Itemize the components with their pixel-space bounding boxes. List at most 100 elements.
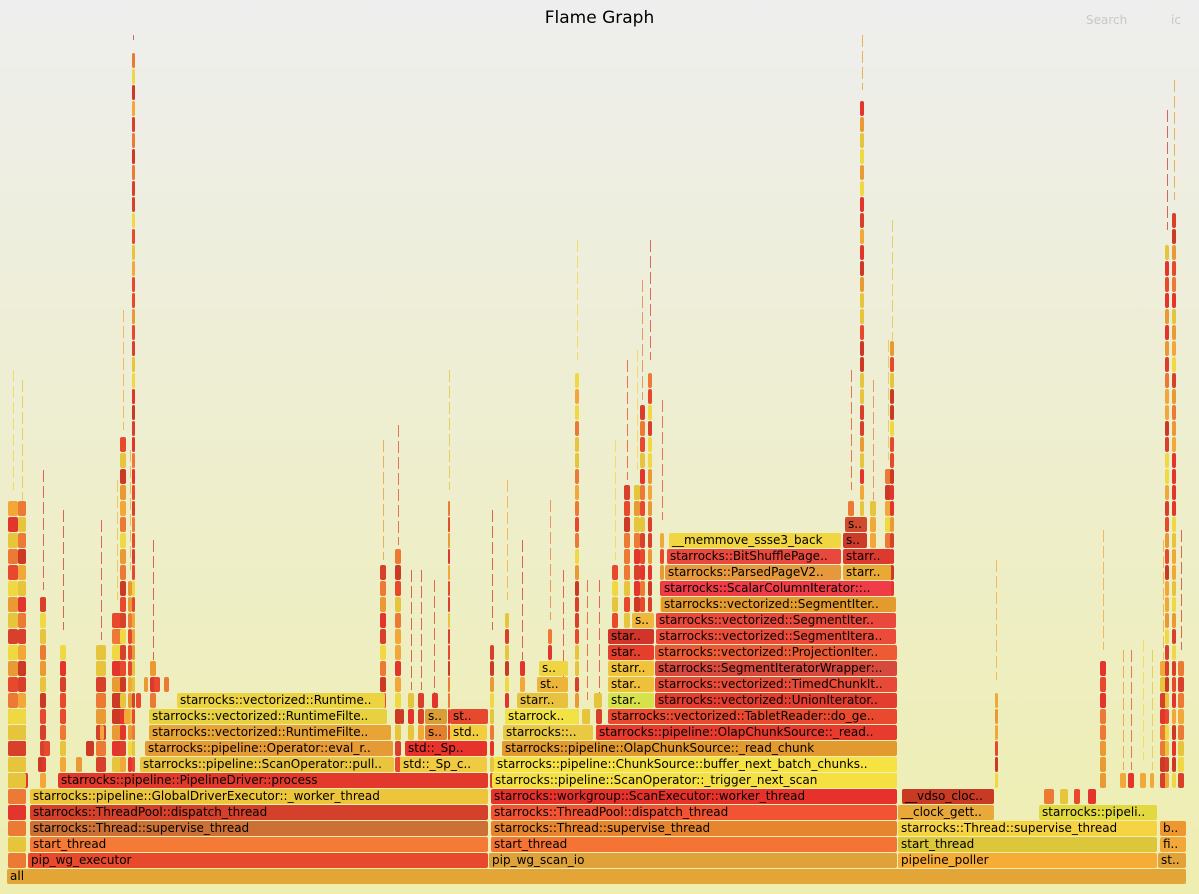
- narrow-frame[interactable]: [1172, 229, 1176, 244]
- narrow-frame[interactable]: [640, 437, 645, 452]
- narrow-frame[interactable]: [128, 629, 132, 644]
- narrow-frame[interactable]: [8, 549, 18, 564]
- frame[interactable]: starrocks::pipeline::OlapChunkSource::_r…: [596, 725, 897, 740]
- narrow-frame[interactable]: [890, 373, 894, 388]
- frame[interactable]: starrocks::vectorized::UnionIterator..: [655, 693, 897, 708]
- narrow-frame[interactable]: [848, 501, 854, 516]
- frame[interactable]: s..: [845, 517, 867, 532]
- frame[interactable]: start_thread: [30, 837, 488, 852]
- narrow-frame[interactable]: [132, 405, 135, 420]
- narrow-frame[interactable]: [1172, 581, 1176, 596]
- narrow-frame[interactable]: [8, 773, 26, 788]
- narrow-frame[interactable]: [395, 549, 401, 564]
- narrow-frame[interactable]: [120, 501, 126, 516]
- narrow-frame[interactable]: [885, 533, 891, 548]
- frame[interactable]: s..: [539, 661, 568, 676]
- frame[interactable]: b..: [1160, 821, 1186, 836]
- narrow-frame[interactable]: [132, 165, 135, 180]
- narrow-frame[interactable]: [120, 549, 126, 564]
- narrow-frame[interactable]: [132, 469, 135, 484]
- narrow-frame[interactable]: [1165, 389, 1169, 404]
- narrow-frame[interactable]: [1165, 565, 1169, 580]
- narrow-frame[interactable]: [624, 597, 630, 612]
- narrow-frame[interactable]: [40, 661, 46, 676]
- narrow-frame[interactable]: [448, 565, 450, 580]
- narrow-frame[interactable]: [575, 517, 579, 532]
- narrow-frame[interactable]: [1165, 725, 1169, 740]
- narrow-frame[interactable]: [575, 549, 579, 564]
- narrow-frame[interactable]: [40, 629, 46, 644]
- narrow-frame[interactable]: [40, 741, 46, 756]
- narrow-frame[interactable]: [1165, 709, 1169, 724]
- narrow-frame[interactable]: [400, 709, 404, 724]
- narrow-frame[interactable]: [120, 741, 126, 756]
- narrow-frame[interactable]: [1165, 661, 1169, 676]
- narrow-frame[interactable]: [1172, 437, 1176, 452]
- narrow-frame[interactable]: [1165, 501, 1169, 516]
- narrow-frame[interactable]: [890, 533, 894, 548]
- narrow-frame[interactable]: [1165, 261, 1169, 276]
- narrow-frame[interactable]: [1165, 533, 1169, 548]
- narrow-frame[interactable]: [150, 661, 156, 676]
- narrow-frame[interactable]: [1172, 309, 1176, 324]
- narrow-frame[interactable]: [380, 645, 386, 660]
- frame[interactable]: starrocks::pipeline::ScanOperator::_trig…: [492, 773, 897, 788]
- narrow-frame[interactable]: [860, 149, 864, 164]
- narrow-frame[interactable]: [380, 597, 386, 612]
- frame[interactable]: starrocks::vectorized::RuntimeFilte..: [149, 709, 387, 724]
- frame[interactable]: starrocks::workgroup::ScanExecutor::work…: [491, 789, 897, 804]
- narrow-frame[interactable]: [575, 389, 579, 404]
- narrow-frame[interactable]: [112, 725, 122, 740]
- narrow-frame[interactable]: [490, 661, 494, 676]
- narrow-frame[interactable]: [60, 645, 66, 660]
- narrow-frame[interactable]: [1165, 677, 1169, 692]
- narrow-frame[interactable]: [8, 613, 18, 628]
- narrow-frame[interactable]: [395, 645, 401, 660]
- narrow-frame[interactable]: [380, 565, 386, 580]
- narrow-frame[interactable]: [132, 389, 135, 404]
- narrow-frame[interactable]: [120, 613, 126, 628]
- narrow-frame[interactable]: [144, 677, 148, 692]
- narrow-frame[interactable]: [612, 597, 618, 612]
- frame[interactable]: starrocks::vectorized::ProjectionIter..: [655, 645, 897, 660]
- narrow-frame[interactable]: [128, 741, 132, 756]
- narrow-frame[interactable]: [150, 693, 156, 708]
- narrow-frame[interactable]: [128, 693, 132, 708]
- narrow-frame[interactable]: [120, 565, 126, 580]
- narrow-frame[interactable]: [624, 565, 630, 580]
- narrow-frame[interactable]: [448, 517, 450, 532]
- narrow-frame[interactable]: [1165, 485, 1169, 500]
- narrow-frame[interactable]: [648, 565, 652, 580]
- narrow-frame[interactable]: [1165, 469, 1169, 484]
- narrow-frame[interactable]: [8, 837, 26, 852]
- narrow-frame[interactable]: [660, 565, 664, 580]
- narrow-frame[interactable]: [8, 757, 26, 772]
- narrow-frame[interactable]: [112, 757, 122, 772]
- frame[interactable]: starrocks::pipeline::Operator::eval_r..: [145, 741, 393, 756]
- narrow-frame[interactable]: [395, 565, 401, 580]
- narrow-frame[interactable]: [1172, 357, 1176, 372]
- frame[interactable]: pipeline_poller: [898, 853, 1157, 868]
- frame[interactable]: starrocks::pipeline::OlapChunkSource::_r…: [502, 741, 897, 756]
- narrow-frame[interactable]: [132, 565, 135, 580]
- narrow-frame[interactable]: [1172, 517, 1176, 532]
- narrow-frame[interactable]: [860, 101, 864, 116]
- narrow-frame[interactable]: [38, 757, 42, 772]
- narrow-frame[interactable]: [128, 645, 132, 660]
- narrow-frame[interactable]: [1172, 613, 1176, 628]
- narrow-frame[interactable]: [548, 645, 552, 660]
- narrow-frame[interactable]: [575, 693, 579, 708]
- narrow-frame[interactable]: [1128, 773, 1134, 788]
- narrow-frame[interactable]: [132, 85, 135, 100]
- frame[interactable]: s..: [425, 709, 447, 724]
- narrow-frame[interactable]: [18, 693, 26, 708]
- narrow-frame[interactable]: [640, 421, 645, 436]
- narrow-frame[interactable]: [995, 773, 998, 788]
- narrow-frame[interactable]: [132, 501, 135, 516]
- frame[interactable]: starrocks::vectorized::SegmentItera..: [656, 629, 896, 644]
- narrow-frame[interactable]: [640, 469, 645, 484]
- narrow-frame[interactable]: [634, 581, 640, 596]
- narrow-frame[interactable]: [1100, 709, 1106, 724]
- narrow-frame[interactable]: [40, 757, 46, 772]
- narrow-frame[interactable]: [890, 453, 894, 468]
